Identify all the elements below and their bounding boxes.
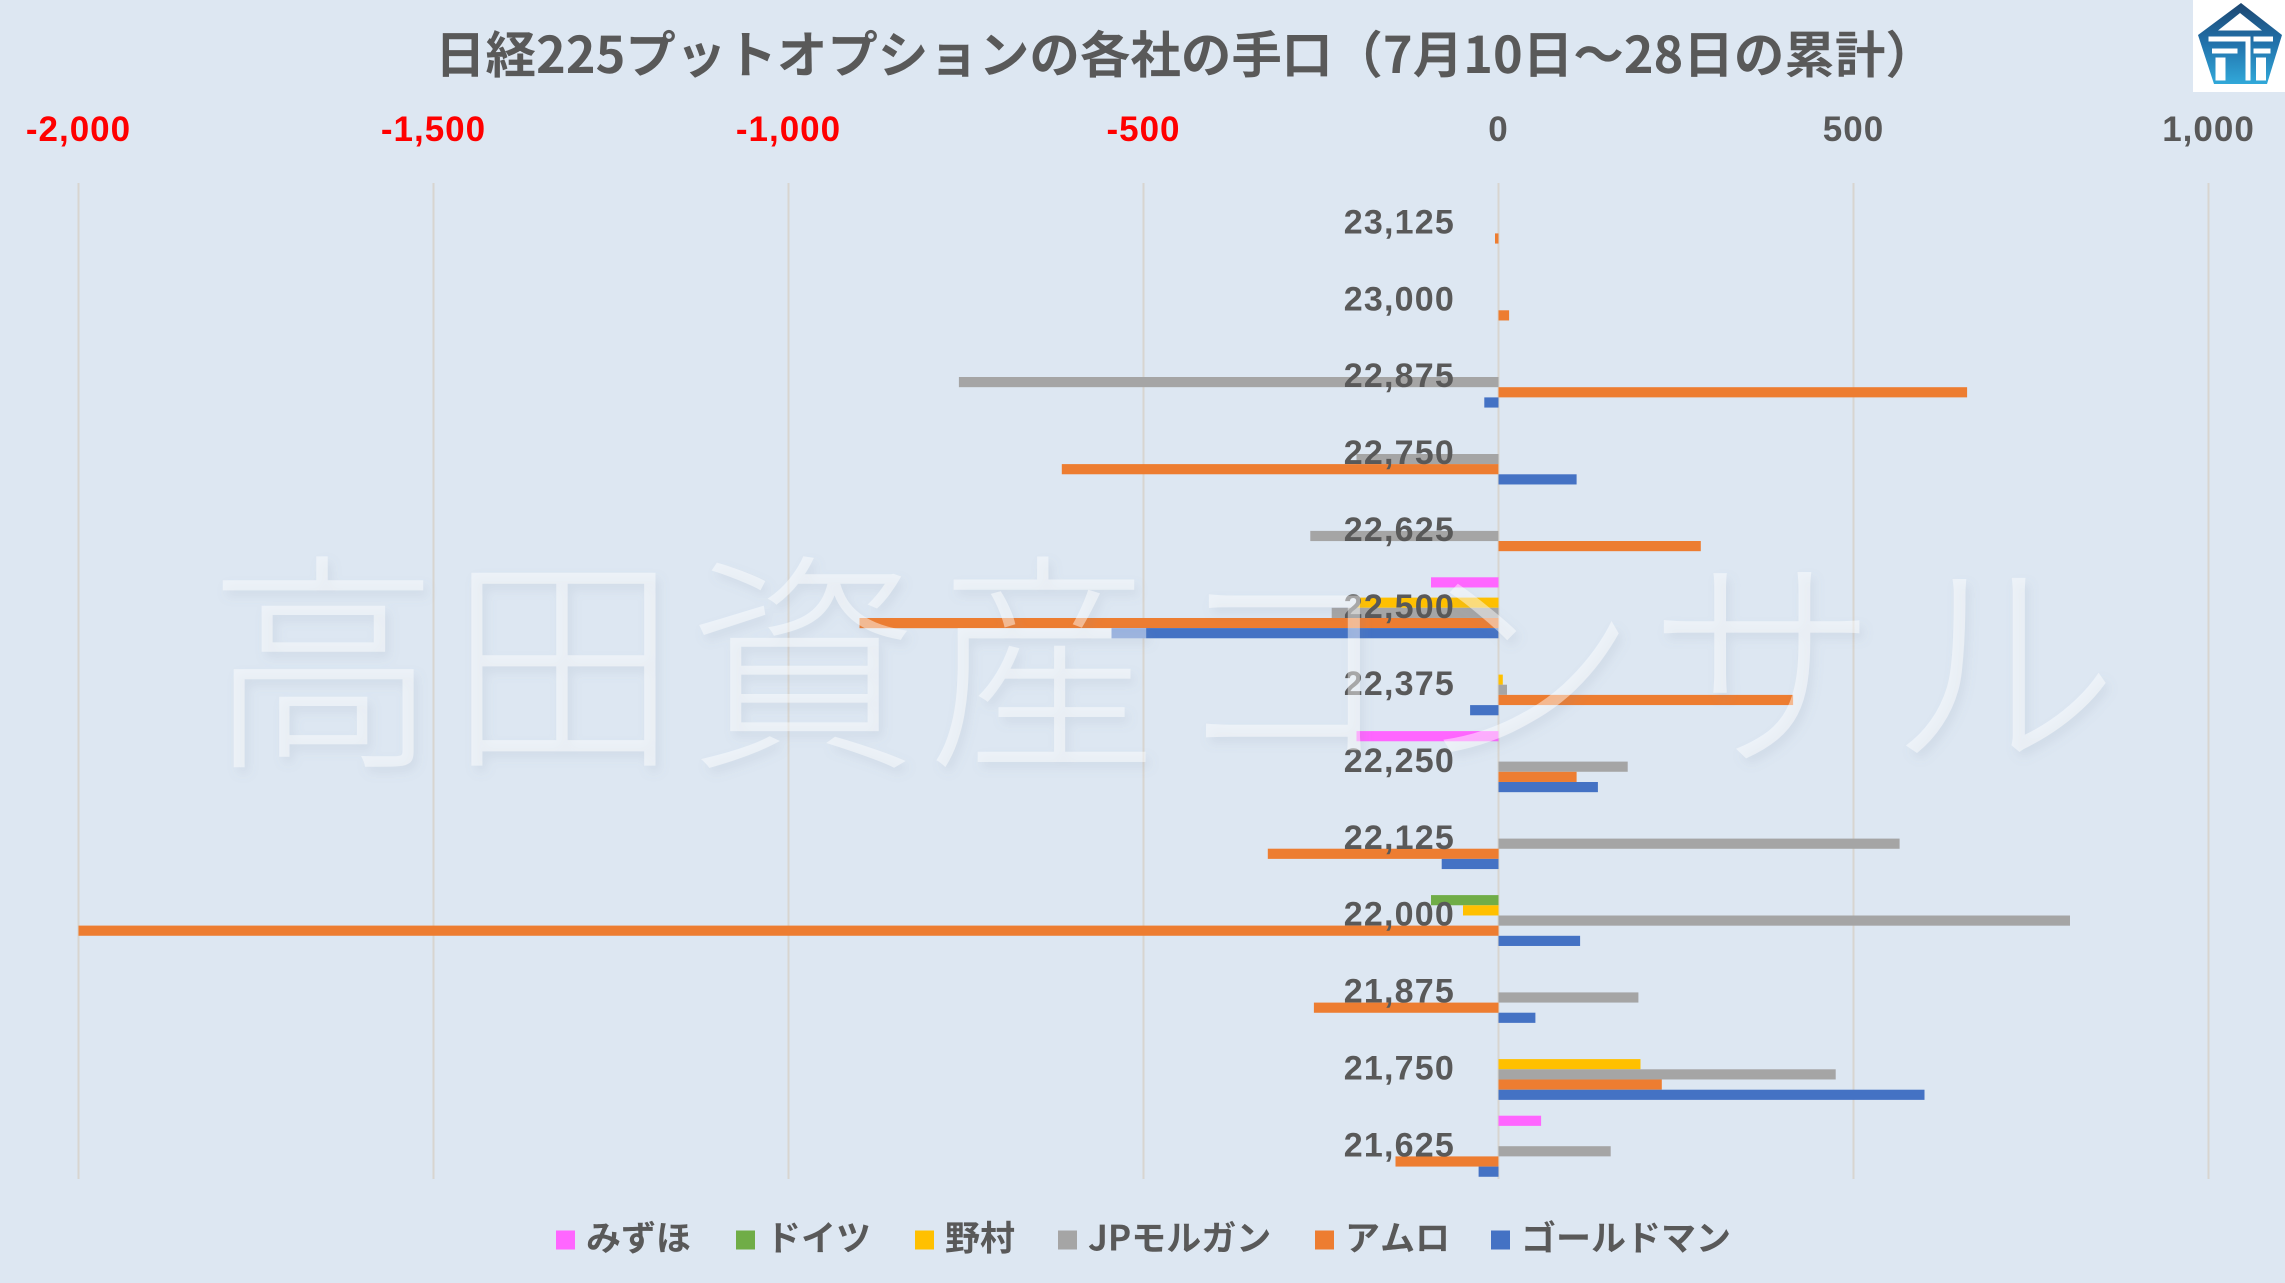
svg-text:22,875: 22,875 <box>1344 357 1455 395</box>
svg-text:22,250: 22,250 <box>1344 742 1455 780</box>
svg-text:23,125: 23,125 <box>1344 203 1455 241</box>
svg-text:22,500: 22,500 <box>1344 588 1455 626</box>
svg-text:1,000: 1,000 <box>2162 110 2255 149</box>
svg-text:22,125: 22,125 <box>1344 819 1455 857</box>
svg-text:21,875: 21,875 <box>1344 973 1455 1011</box>
svg-text:-2,000: -2,000 <box>26 110 131 149</box>
svg-text:0: 0 <box>1488 110 1508 149</box>
svg-text:500: 500 <box>1823 110 1884 149</box>
svg-text:22,625: 22,625 <box>1344 511 1455 549</box>
svg-text:-500: -500 <box>1106 110 1180 149</box>
svg-text:22,750: 22,750 <box>1344 434 1455 472</box>
svg-text:21,750: 21,750 <box>1344 1050 1455 1088</box>
svg-text:22,000: 22,000 <box>1344 896 1455 934</box>
svg-text:23,000: 23,000 <box>1344 280 1455 318</box>
svg-text:-1,500: -1,500 <box>381 110 486 149</box>
svg-text:21,625: 21,625 <box>1344 1126 1455 1164</box>
svg-text:-1,000: -1,000 <box>736 110 841 149</box>
svg-text:22,375: 22,375 <box>1344 665 1455 703</box>
